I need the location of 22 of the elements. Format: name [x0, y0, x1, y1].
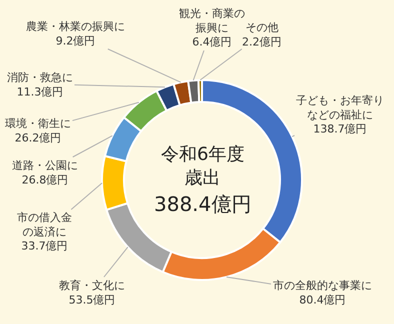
- data-label: 53.5億円: [68, 293, 116, 306]
- slice-label: 市の借入金の返済に: [17, 211, 72, 238]
- slice-label: 消防・救急に: [7, 71, 73, 84]
- slice-label: 観光・商業の振興に: [179, 7, 245, 34]
- text: 令和6年度歳出: [161, 144, 244, 188]
- slice-label: 子ども・お年寄りなどの福祉に: [296, 94, 384, 122]
- data-label: 138.7億円: [313, 122, 367, 136]
- data-label: 9.2億円: [56, 34, 96, 48]
- slice-label: 農業・林業の振興に: [26, 20, 125, 33]
- data-label: 2.2億円: [242, 35, 282, 48]
- slice-label: 環境・衛生に: [5, 117, 71, 130]
- data-label: 11.3億円: [16, 85, 64, 98]
- data-label: 26.8億円: [22, 173, 68, 186]
- slice-label: 道路・公園に: [12, 159, 78, 172]
- slice-label: その他: [245, 21, 278, 34]
- slice-label: 教育・文化に: [59, 279, 125, 292]
- text: 388.4億円: [154, 192, 252, 216]
- data-label: 26.2億円: [14, 131, 62, 144]
- data-label: 80.4億円: [299, 293, 346, 306]
- slice-label: 市の全般的な事業に: [273, 279, 372, 292]
- data-label: 33.7億円: [21, 240, 68, 253]
- data-label: 6.4億円: [192, 36, 232, 49]
